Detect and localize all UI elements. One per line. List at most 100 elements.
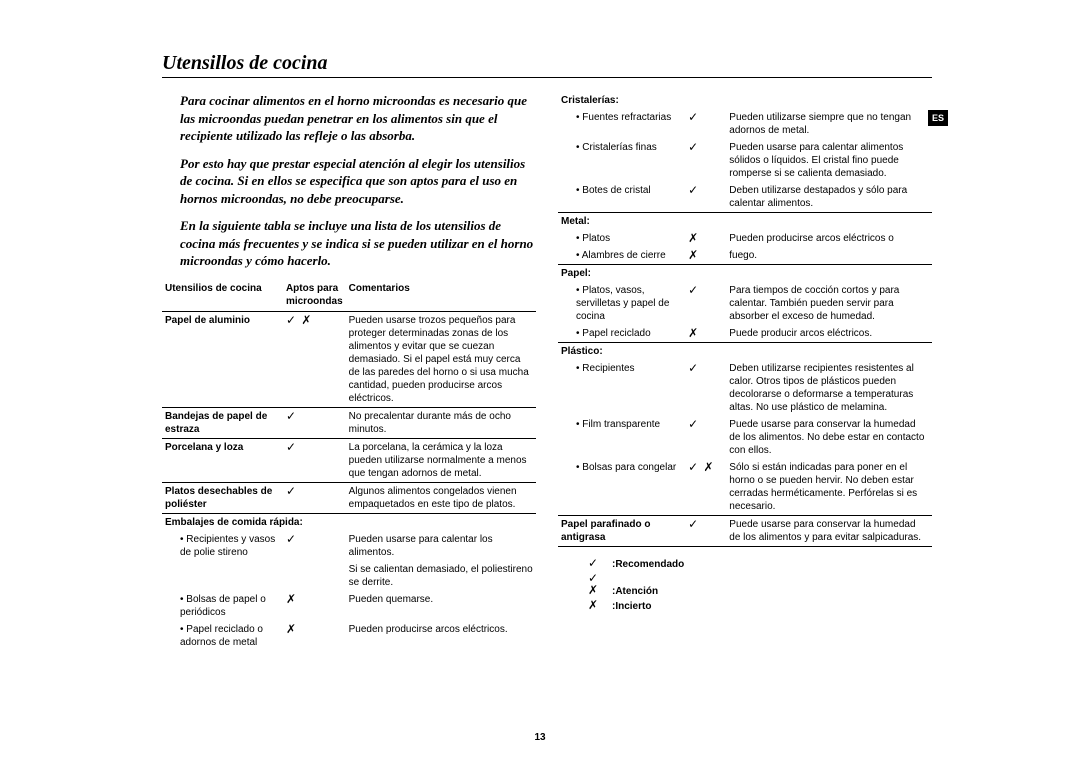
microwave-mark: ✓ ✗ xyxy=(685,459,726,516)
left-column: Para cocinar alimentos en el horno micro… xyxy=(162,92,536,651)
legend-symbol: ✓ xyxy=(588,557,612,569)
legend-label: :Incierto xyxy=(612,601,651,612)
table-row: Porcelana y loza✓La porcelana, la cerámi… xyxy=(162,438,536,482)
microwave-mark: ✓ xyxy=(283,482,346,513)
language-tag: ES xyxy=(928,110,948,126)
item-comment: Puede usarse para conservar la humedad d… xyxy=(726,516,932,547)
item-comment: Pueden usarse trozos pequeños para prote… xyxy=(346,311,536,407)
table-row: Papel parafinado o antigrasa✓Puede usars… xyxy=(558,516,932,547)
item-name xyxy=(162,561,283,591)
item-name: Bolsas de papel o periódicos xyxy=(162,591,283,621)
intro-paragraph-3: En la siguiente tabla se incluye una lis… xyxy=(180,217,536,270)
item-name: Bandejas de papel de estraza xyxy=(162,407,283,438)
item-name: Botes de cristal xyxy=(558,182,685,213)
table-row: Botes de cristal✓Deben utilizarse destap… xyxy=(558,182,932,213)
item-comment: Deben utilizarse recipientes resistentes… xyxy=(726,360,932,416)
table-row: Bolsas para congelar✓ ✗Sólo si están ind… xyxy=(558,459,932,516)
item-name: Papel reciclado xyxy=(558,325,685,343)
table-row: Bandejas de papel de estraza✓No precalen… xyxy=(162,407,536,438)
table-row: Fuentes refractarias✓Pueden utilizarse s… xyxy=(558,109,932,139)
item-comment: No precalentar durante más de ocho minut… xyxy=(346,407,536,438)
item-name: Fuentes refractarias xyxy=(558,109,685,139)
category-label: Embalajes de comida rápida: xyxy=(162,513,536,531)
legend-row: ✓:Recomendado xyxy=(588,557,932,570)
microwave-mark: ✓ xyxy=(685,282,726,325)
th-name: Utensilios de cocina xyxy=(162,280,283,312)
item-name: Porcelana y loza xyxy=(162,438,283,482)
table-row: Bolsas de papel o periódicos✗Pueden quem… xyxy=(162,591,536,621)
item-comment: Pueden producirse arcos eléctricos o xyxy=(726,230,932,247)
item-name: Recipientes xyxy=(558,360,685,416)
table-row: Papel reciclado✗Puede producir arcos elé… xyxy=(558,325,932,343)
item-comment: Puede usarse para conservar la humedad d… xyxy=(726,416,932,459)
item-comment: Puede producir arcos eléctricos. xyxy=(726,325,932,343)
page-title: Utensillos de cocina xyxy=(162,52,932,78)
microwave-mark xyxy=(283,561,346,591)
item-name: Papel parafinado o antigrasa xyxy=(558,516,685,547)
table-row: Si se calientan demasiado, el poliestire… xyxy=(162,561,536,591)
microwave-mark: ✓ xyxy=(685,416,726,459)
legend-label: :Atención xyxy=(612,586,658,597)
th-comment: Comentarios xyxy=(346,280,536,312)
table-row: Cristalerías: xyxy=(558,92,932,109)
legend-row: ✓ ✗:Atención xyxy=(588,572,932,597)
item-name: Papel reciclado o adornos de metal xyxy=(162,621,283,651)
microwave-mark: ✗ xyxy=(685,325,726,343)
microwave-mark: ✗ xyxy=(283,621,346,651)
table-row: Papel reciclado o adornos de metal✗Puede… xyxy=(162,621,536,651)
microwave-mark: ✗ xyxy=(283,591,346,621)
item-comment: La porcelana, la cerámica y la loza pued… xyxy=(346,438,536,482)
microwave-mark: ✗ xyxy=(685,247,726,265)
intro-paragraph-1: Para cocinar alimentos en el horno micro… xyxy=(180,92,536,145)
item-comment: Deben utilizarse destapados y sólo para … xyxy=(726,182,932,213)
table-row: Alambres de cierre✗fuego. xyxy=(558,247,932,265)
category-label: Cristalerías: xyxy=(558,92,932,109)
item-name: Platos xyxy=(558,230,685,247)
intro-paragraph-2: Por esto hay que prestar especial atenci… xyxy=(180,155,536,208)
category-label: Papel: xyxy=(558,265,932,283)
item-comment: Sólo si están indicadas para poner en el… xyxy=(726,459,932,516)
microwave-mark: ✓ xyxy=(685,360,726,416)
item-name: Bolsas para congelar xyxy=(558,459,685,516)
table-row: Metal: xyxy=(558,213,932,231)
table-row: Platos, vasos, servilletas y papel de co… xyxy=(558,282,932,325)
th-mark: Aptos para microondas xyxy=(283,280,346,312)
microwave-mark: ✓ xyxy=(685,109,726,139)
table-row: Papel: xyxy=(558,265,932,283)
item-name: Film transparente xyxy=(558,416,685,459)
legend-label: :Recomendado xyxy=(612,559,684,570)
item-name: Platos desechables de poliéster xyxy=(162,482,283,513)
legend: ✓:Recomendado✓ ✗:Atención✗:Incierto xyxy=(588,557,932,612)
legend-symbol: ✓ ✗ xyxy=(588,572,612,596)
content-columns: Para cocinar alimentos en el horno micro… xyxy=(162,92,932,651)
utensils-table-right: Cristalerías:Fuentes refractarias✓Pueden… xyxy=(558,92,932,547)
item-name: Alambres de cierre xyxy=(558,247,685,265)
table-row: Platos desechables de poliéster✓Algunos … xyxy=(162,482,536,513)
table-row: Recipientes y vasos de polie stireno✓Pue… xyxy=(162,531,536,561)
item-name: Cristalerías finas xyxy=(558,139,685,182)
table-row: Platos✗Pueden producirse arcos eléctrico… xyxy=(558,230,932,247)
utensils-table-left: Utensilios de cocina Aptos para microond… xyxy=(162,280,536,651)
microwave-mark: ✓ xyxy=(685,516,726,547)
item-comment: Si se calientan demasiado, el poliestire… xyxy=(346,561,536,591)
item-comment: Pueden quemarse. xyxy=(346,591,536,621)
table-row: Embalajes de comida rápida: xyxy=(162,513,536,531)
legend-symbol: ✗ xyxy=(588,599,612,611)
right-column: Cristalerías:Fuentes refractarias✓Pueden… xyxy=(558,92,932,651)
item-comment: Pueden usarse para calentar alimentos só… xyxy=(726,139,932,182)
table-row: Film transparente✓Puede usarse para cons… xyxy=(558,416,932,459)
legend-row: ✗:Incierto xyxy=(588,599,932,612)
page-number: 13 xyxy=(0,732,1080,743)
microwave-mark: ✓ xyxy=(283,438,346,482)
item-comment: Algunos alimentos congelados vienen empa… xyxy=(346,482,536,513)
item-name: Papel de aluminio xyxy=(162,311,283,407)
item-name: Platos, vasos, servilletas y papel de co… xyxy=(558,282,685,325)
microwave-mark: ✓ xyxy=(283,407,346,438)
item-comment: Pueden usarse para calentar los alimento… xyxy=(346,531,536,561)
microwave-mark: ✓ xyxy=(685,182,726,213)
category-label: Metal: xyxy=(558,213,932,231)
item-comment: Pueden utilizarse siempre que no tengan … xyxy=(726,109,932,139)
microwave-mark: ✓ xyxy=(283,531,346,561)
microwave-mark: ✓ xyxy=(685,139,726,182)
item-comment: Para tiempos de cocción cortos y para ca… xyxy=(726,282,932,325)
